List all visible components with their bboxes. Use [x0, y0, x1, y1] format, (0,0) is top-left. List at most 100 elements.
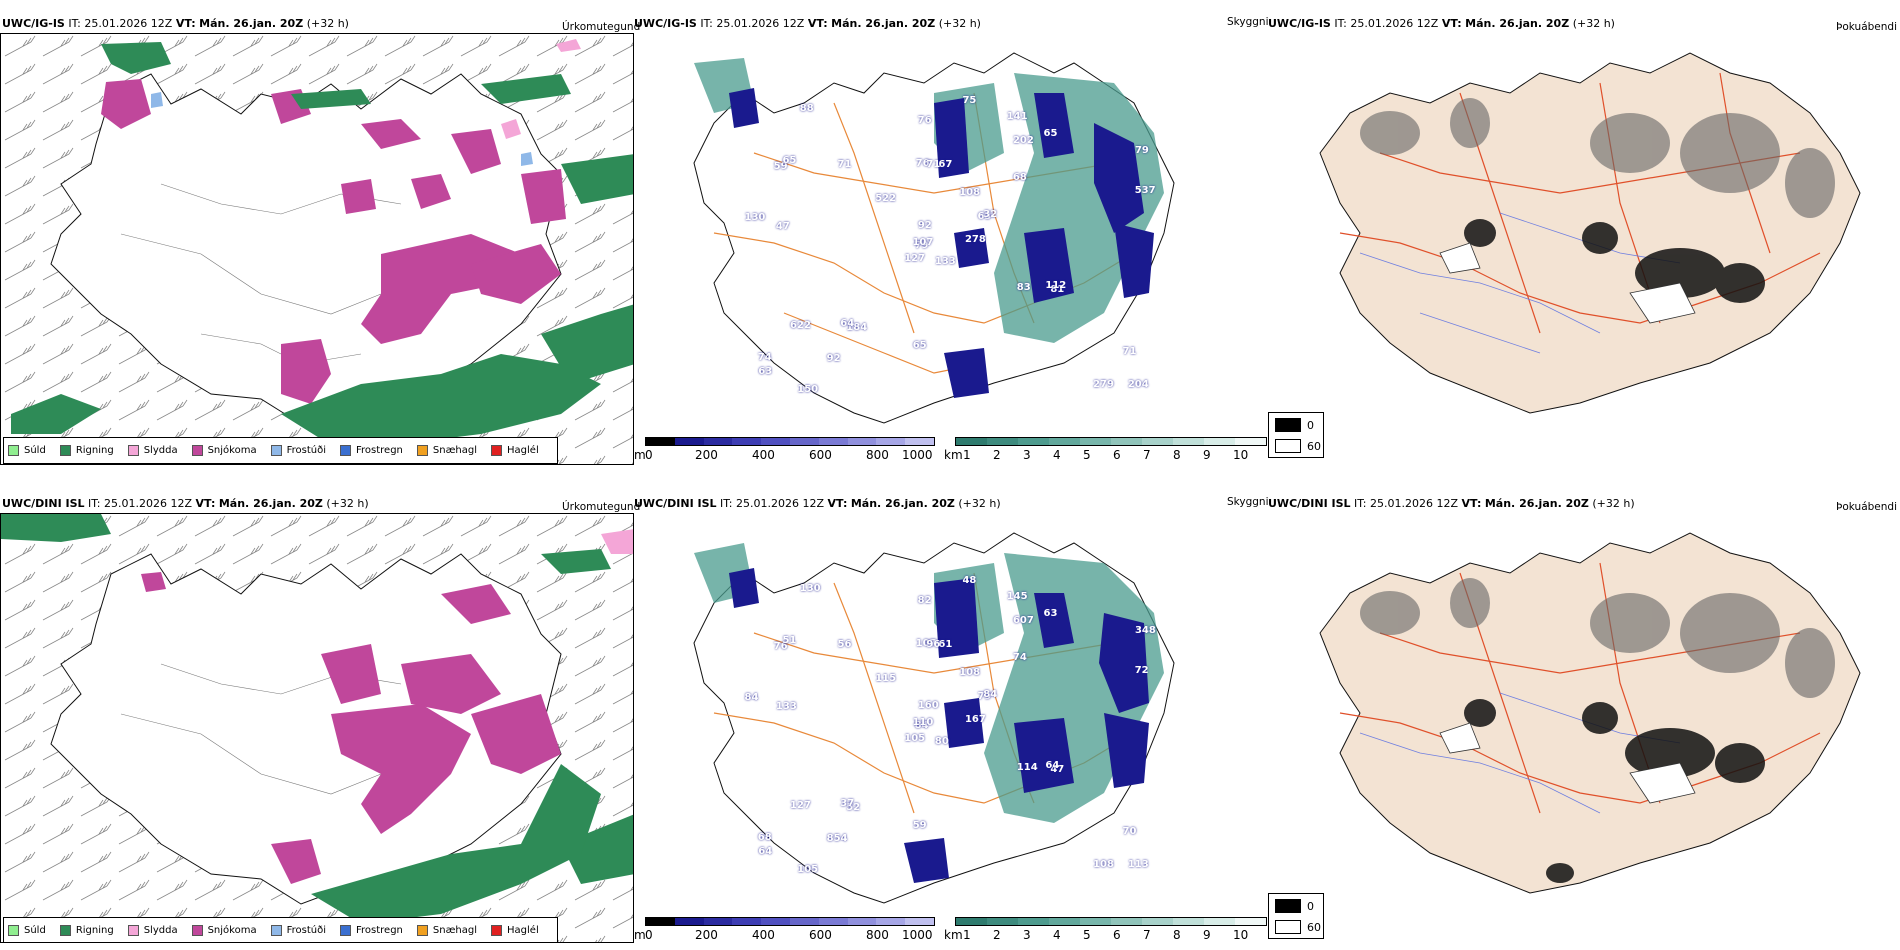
row1-fog-lead: (+32 h): [1572, 17, 1615, 30]
row1-visibility-map: 133 59 79 74 63 184 141 67 202 278 88 204 47 79 127 68 1…: [634, 33, 1268, 443]
visibility-map-canvas: [693, 52, 1175, 424]
visibility-value-label: 130: [799, 583, 821, 595]
row1-vt-value: Mán. 26.jan. 20Z: [199, 17, 304, 30]
colorbar-m-tick: 600: [809, 928, 832, 942]
visibility-value-label: 72: [1134, 665, 1149, 677]
visibility-value-label: 133: [775, 701, 797, 713]
visibility-value-label: 67: [938, 158, 953, 170]
colorbar-m-row1: [645, 437, 935, 446]
row2-model: UWC/DINI ISL: [2, 497, 85, 510]
legend-label: Snjókoma: [207, 445, 257, 456]
legend-label: Slydda: [143, 925, 178, 936]
row1-precip-map: Súld Rigning Slydda Snjókoma Frostúði Fr…: [0, 33, 634, 465]
legend-label: Frostúði: [286, 445, 326, 456]
row1-it-label: IT:: [68, 17, 81, 30]
row1-header: UWC/IG-IS IT: 25.01.2026 12Z VT: Mán. 26…: [2, 17, 349, 30]
legend-label: Snjókoma: [207, 925, 257, 936]
colorbar-km-tick: 4: [1053, 448, 1061, 462]
visibility-value-label: 75: [962, 95, 977, 107]
legend-item: Snjókoma: [191, 925, 257, 936]
legend-label: Snæhagl: [432, 925, 478, 936]
visibility-value-label: 63: [758, 365, 773, 377]
row2-fog-it-label: IT:: [1354, 497, 1367, 510]
visibility-map-canvas: [693, 532, 1175, 904]
visibility-value-label: 47: [775, 221, 790, 233]
colorbar-m-tick: 0: [645, 928, 653, 942]
colorbar-km-tick: 1: [963, 448, 971, 462]
row1-vis-vt-label: VT:: [807, 17, 828, 30]
legend-swatch: [127, 445, 139, 456]
row1-vis-it-value: 25.01.2026 12Z: [716, 17, 805, 30]
legend-swatch: [127, 925, 139, 936]
visibility-value-label: 70: [1122, 826, 1137, 838]
fog-legend-swatch-black: [1275, 418, 1301, 432]
visibility-value-label: 522: [875, 193, 897, 205]
colorbar-km-tick: 9: [1203, 448, 1211, 462]
legend-item: Slydda: [127, 925, 178, 936]
row1-precip-title: Úrkomutegund: [562, 21, 641, 33]
visibility-value-label: 64: [1045, 760, 1060, 772]
visibility-value-label: 607: [1012, 615, 1034, 627]
legend-item: Snjókoma: [191, 445, 257, 456]
colorbar-m-tick: 400: [752, 448, 775, 462]
legend-item: Slydda: [127, 445, 178, 456]
row2-vis-model: UWC/DINI ISL: [634, 497, 717, 510]
colorbar-m-tick: 1000: [902, 448, 933, 462]
visibility-value-label: 105: [904, 733, 926, 745]
row2-it-value: 25.01.2026 12Z: [104, 497, 193, 510]
visibility-value-label: 37: [840, 797, 855, 809]
legend-item: Frostregn: [340, 925, 403, 936]
row2-vt-label: VT:: [195, 497, 216, 510]
colorbar-km-tick: 2: [993, 928, 1001, 942]
row2-fog-map: [1300, 513, 1900, 913]
visibility-value-label: 80: [934, 736, 949, 748]
visibility-value-label: 63: [977, 211, 992, 223]
visibility-value-label: 92: [917, 219, 932, 231]
legend-swatch: [340, 925, 351, 936]
visibility-value-label: 854: [826, 833, 848, 845]
legend-label: Rigning: [75, 445, 114, 456]
legend-label: Súld: [24, 925, 46, 936]
visibility-value-label: 65: [912, 339, 927, 351]
visibility-value-label: 110: [912, 716, 934, 728]
fog-legend-row1: 0 60: [1268, 412, 1324, 458]
colorbar-km-row1: [955, 437, 1267, 446]
colorbar-km-tick: 4: [1053, 928, 1061, 942]
colorbar-m-tick: 600: [809, 448, 832, 462]
visibility-value-label: 56: [837, 639, 852, 650]
colorbar-m-row2: [645, 917, 935, 926]
legend-label: Haglél: [507, 445, 539, 456]
legend-item: Rigning: [59, 925, 114, 936]
row2-vis-title: Skyggni: [1227, 496, 1269, 508]
visibility-value-label: 202: [1012, 135, 1034, 147]
visibility-value-label: 108: [959, 187, 981, 199]
row1-fog-it-label: IT:: [1334, 17, 1347, 30]
visibility-value-label: 47: [1050, 763, 1065, 775]
row2-vis-vt-label: VT:: [827, 497, 848, 510]
visibility-value-label: 71: [837, 159, 852, 170]
legend-swatch: [491, 925, 503, 936]
visibility-value-label: 76: [917, 115, 932, 127]
visibility-value-label: 81: [1050, 283, 1065, 295]
visibility-value-label: 160: [917, 699, 939, 711]
legend-swatch: [59, 445, 71, 456]
visibility-value-label: 113: [1127, 858, 1149, 870]
legend-label: Frostregn: [356, 445, 403, 456]
row1-it-value: 25.01.2026 12Z: [84, 17, 173, 30]
colorbar-km-tick: 5: [1083, 928, 1091, 942]
row2-vis-lead: (+32 h): [958, 497, 1001, 510]
visibility-value-label: 108: [1093, 858, 1114, 870]
row1-vt-label: VT:: [175, 17, 196, 30]
visibility-value-label: 82: [917, 595, 932, 607]
legend-swatch: [191, 925, 203, 936]
visibility-value-label: 83: [1016, 282, 1031, 294]
row1-header-vis: UWC/IG-IS IT: 25.01.2026 12Z VT: Mán. 26…: [634, 17, 981, 30]
colorbar-km-tick: 10: [1233, 928, 1249, 942]
visibility-value-label: 348: [1134, 624, 1156, 636]
visibility-value-label: 84: [744, 691, 759, 703]
visibility-value-label: 59: [773, 161, 788, 173]
row2-vis-vt-value: Mán. 26.jan. 20Z: [850, 497, 955, 510]
visibility-value-label: 52: [846, 802, 861, 814]
colorbar-m-tick: 800: [866, 928, 889, 942]
row1-vis-lead: (+32 h): [938, 17, 981, 30]
